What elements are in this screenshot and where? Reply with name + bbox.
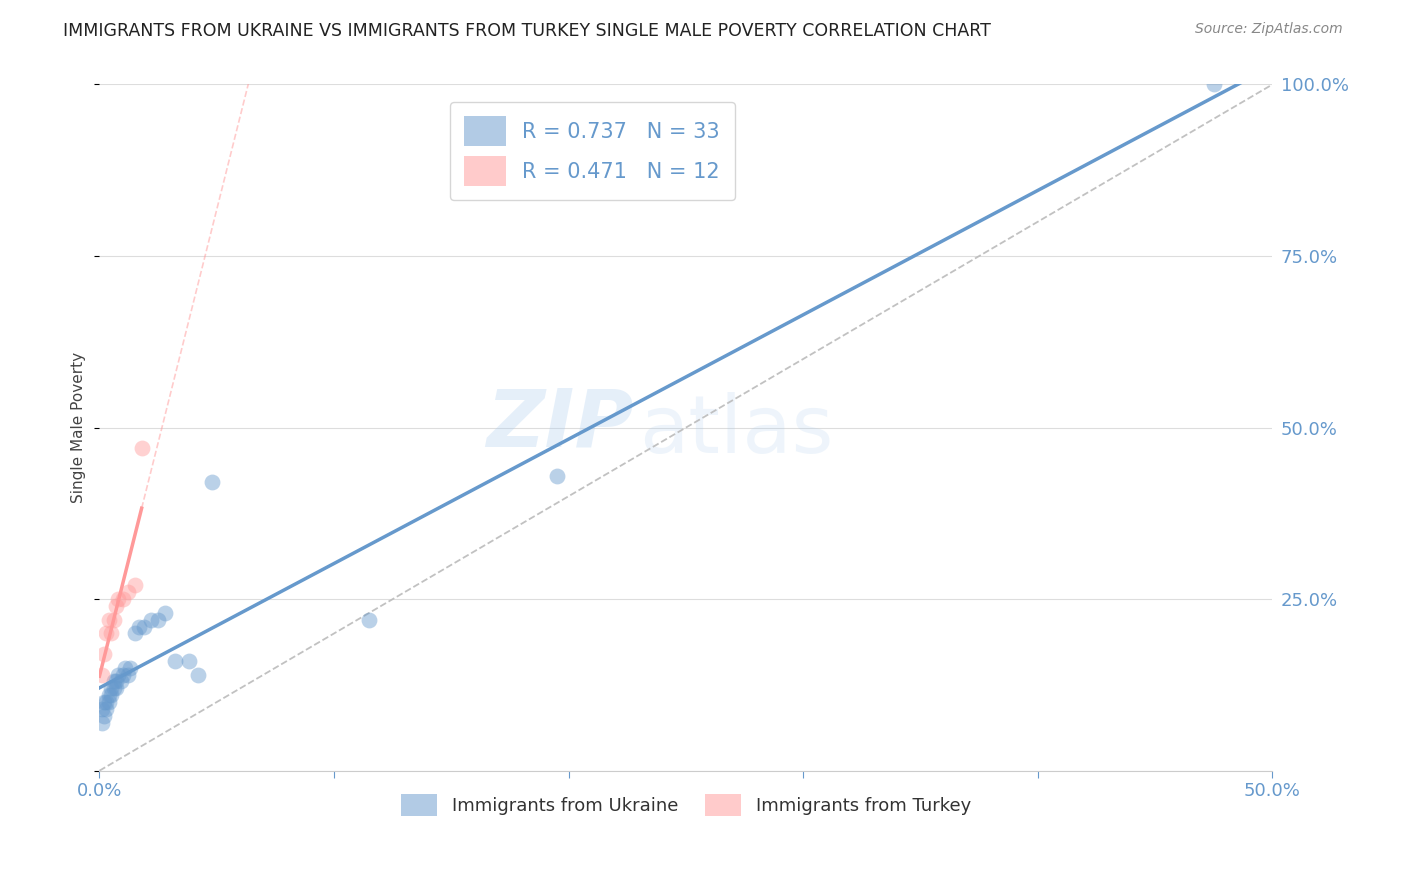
Point <box>110 674 132 689</box>
Point <box>546 468 568 483</box>
Point <box>103 613 125 627</box>
Point <box>90 702 112 716</box>
Point <box>90 715 112 730</box>
Point <box>132 619 155 633</box>
Point <box>117 667 139 681</box>
Point <box>104 681 127 696</box>
Point <box>124 626 146 640</box>
Point <box>114 661 136 675</box>
Point <box>103 681 125 696</box>
Point <box>118 661 141 675</box>
Text: atlas: atlas <box>640 392 834 470</box>
Point <box>163 654 186 668</box>
Point <box>107 592 129 607</box>
Point <box>146 613 169 627</box>
Point <box>93 647 115 661</box>
Point <box>128 619 150 633</box>
Point <box>139 613 162 627</box>
Point <box>100 626 122 640</box>
Text: IMMIGRANTS FROM UKRAINE VS IMMIGRANTS FROM TURKEY SINGLE MALE POVERTY CORRELATIO: IMMIGRANTS FROM UKRAINE VS IMMIGRANTS FR… <box>63 22 991 40</box>
Point <box>124 578 146 592</box>
Point <box>100 681 122 696</box>
Point <box>131 441 153 455</box>
Legend: Immigrants from Ukraine, Immigrants from Turkey: Immigrants from Ukraine, Immigrants from… <box>394 787 979 823</box>
Point <box>96 702 118 716</box>
Point <box>100 688 122 702</box>
Point <box>103 674 125 689</box>
Point <box>90 667 112 681</box>
Point <box>104 674 127 689</box>
Point <box>201 475 224 490</box>
Point <box>111 592 134 607</box>
Point <box>187 667 209 681</box>
Point <box>117 585 139 599</box>
Point <box>104 599 127 613</box>
Point <box>93 708 115 723</box>
Point <box>97 688 120 702</box>
Point <box>359 613 381 627</box>
Point <box>97 695 120 709</box>
Y-axis label: Single Male Poverty: Single Male Poverty <box>72 352 86 503</box>
Text: Source: ZipAtlas.com: Source: ZipAtlas.com <box>1195 22 1343 37</box>
Point <box>177 654 200 668</box>
Point <box>1202 78 1225 92</box>
Point <box>96 626 118 640</box>
Point <box>96 695 118 709</box>
Point <box>111 667 134 681</box>
Text: ZIP: ZIP <box>486 385 633 463</box>
Point <box>97 613 120 627</box>
Point <box>153 606 176 620</box>
Point <box>107 667 129 681</box>
Point <box>93 695 115 709</box>
